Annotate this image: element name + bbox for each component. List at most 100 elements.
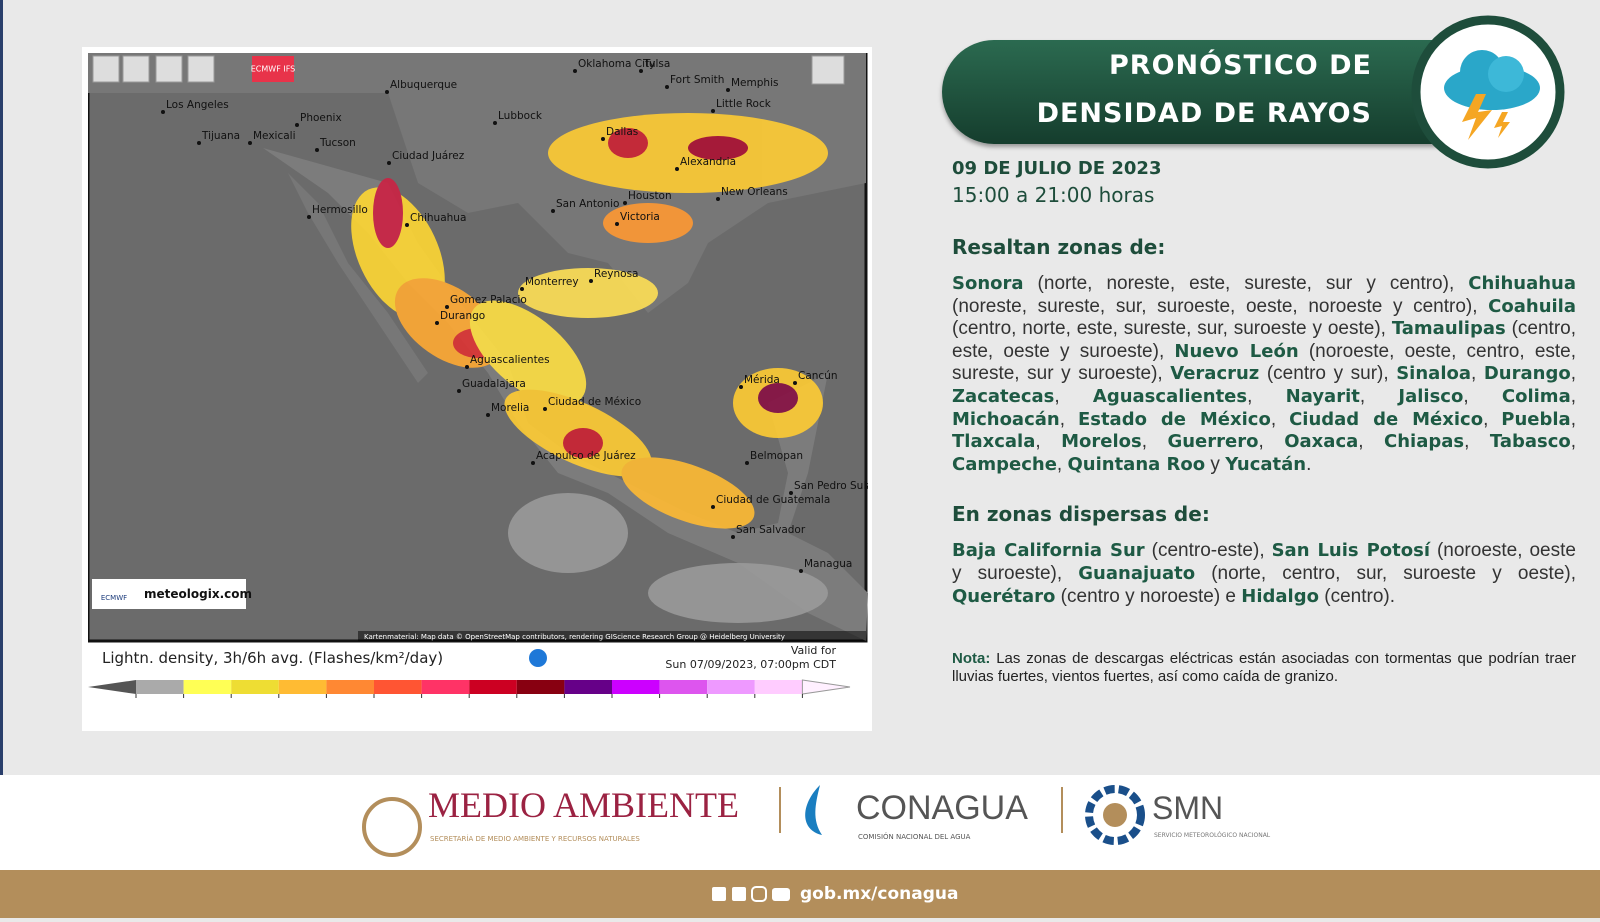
city-label: San Antonio [556,198,619,210]
twitter-icon[interactable] [732,887,746,901]
colorbar-segment [183,680,232,694]
state-name: Querétaro [952,585,1056,607]
info-icon[interactable] [529,649,547,667]
colorbar-tick-label: 0.01 [126,701,145,703]
state-detail: , [1035,431,1062,453]
state-name: Oaxaca [1284,431,1359,453]
valid-label: Valid for [791,644,837,657]
logo-box [92,579,246,609]
colorbar-segment [659,680,708,694]
storm-icon [1411,15,1565,169]
youtube-icon[interactable] [772,888,790,901]
colorbar-segment [516,680,565,694]
title-banner: PRONÓSTICO DE DENSIDAD DE RAYOS [942,40,1442,144]
city-dot [739,385,743,389]
state-detail: , [1270,408,1290,430]
colorbar-tick-label: 15 [702,701,714,703]
city-label: San Salvador [736,524,806,536]
city-dot [675,167,679,171]
state-detail: , [1059,408,1078,430]
city-label: Alexandria [680,156,736,168]
state-detail: , [1570,385,1576,407]
storm-cells [351,113,828,623]
locate-button[interactable] [122,55,150,83]
colorbar-tick-label: 0.1 [177,701,191,703]
city-dot [531,461,535,465]
zoom-button[interactable] [155,55,183,83]
city-dot [307,215,311,219]
colorbar-tick-label: 1.5 [462,701,476,703]
state-name: Tabasco [1489,431,1571,453]
note-label: Nota: [952,650,991,668]
colorbar-segment [278,680,327,694]
colorbar-segment [612,680,660,694]
city-dot [716,197,720,201]
model-badge [252,56,294,82]
footer-bar: gob.mx/conagua [0,870,1600,918]
city-button[interactable] [187,55,215,83]
state-detail: (centro). [1318,585,1395,607]
legend-title: Lightn. density, 3h/6h avg. (Flashes/km²… [102,649,443,667]
dispersed-heading: En zonas dispersas de: [952,502,1210,527]
state-detail: , [1054,385,1093,407]
city-label: Phoenix [300,112,342,124]
city-label: Cancún [798,370,838,382]
city-dot [615,222,619,226]
state-name: Nuevo León [1174,340,1299,362]
note-text: Las zonas de descargas eléctricas están … [952,650,1576,686]
note: Nota: Las zonas de descargas eléctricas … [952,650,1576,686]
reload-button[interactable] [92,55,120,83]
state-name: Sonora [952,273,1024,294]
instagram-icon[interactable] [751,886,767,902]
city-label: Morelia [491,402,529,414]
city-label: Gomez Palacio [450,294,527,306]
city-label: Albuquerque [390,79,457,91]
footer-url[interactable]: gob.mx/conagua [800,884,958,904]
share-button[interactable] [811,55,845,85]
state-name: Baja California Sur [952,540,1145,562]
state-name: Chihuahua [1468,273,1576,294]
state-name: Guerrero [1167,431,1259,453]
city-label: Dallas [606,126,638,138]
city-dot [161,110,165,114]
state-detail: (centro, norte, este, sureste, sur, suro… [952,318,1392,340]
city-label: Ciudad Juárez [392,150,465,162]
state-detail: (norte, centro, sur, suroeste y oeste), [1195,562,1576,584]
semarnat-logo: MEDIO AMBIENTE [428,785,739,825]
colorbar-arrow [801,679,851,695]
state-detail: , [1056,453,1068,475]
city-dot [387,161,391,165]
colorbar-segment [469,680,517,694]
state-name: Hidalgo [1241,585,1319,607]
colorbar-tick-label: 30 [797,701,809,703]
city-dot [623,201,627,205]
city-dot [385,90,389,94]
colorbar-segment [421,680,470,694]
city-label: Tulsa [643,58,670,70]
city-label: Lubbock [498,110,543,122]
state-detail: , [1471,363,1484,385]
colorbar-tick-label: 5 [609,701,615,703]
city-dot [248,141,252,145]
facebook-icon[interactable] [712,887,726,901]
state-name: Colima [1501,385,1571,407]
city-label: Ciudad de México [548,396,641,408]
city-dot [711,109,715,113]
colorbar-tick-label: 2 [514,701,520,703]
city-dot [295,123,299,127]
attribution: Kartenmaterial: Map data © OpenStreetMap… [364,633,785,641]
colorbar-tick-label: 20 [749,701,761,703]
city-dot [457,389,461,393]
city-dot [405,223,409,227]
social-bar: gob.mx/conagua [712,884,958,904]
city-label: Tijuana [201,130,240,142]
colorbar-arrow [88,680,136,694]
hours: 15:00 a 21:00 horas [952,183,1155,207]
city-label: Managua [804,558,852,570]
state-detail: , [1141,431,1168,453]
state-name: Michoacán [952,408,1060,430]
semarnat-sub: SECRETARÍA DE MEDIO AMBIENTE Y RECURSOS … [430,834,640,843]
city-label: Houston [628,190,672,202]
state-detail: , [1570,408,1576,430]
state-name: San Luis Potosí [1271,540,1430,562]
